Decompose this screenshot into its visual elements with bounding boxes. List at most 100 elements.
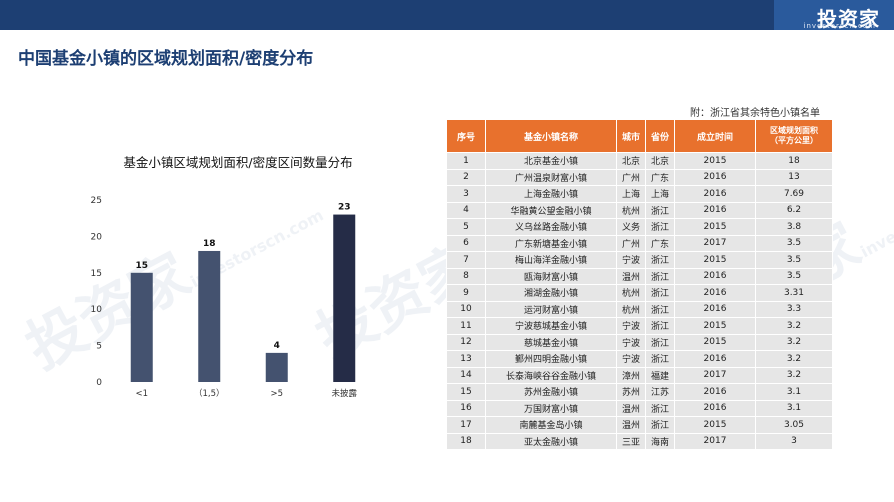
row-name: 北京基金小镇 xyxy=(485,152,617,170)
table-row: 14 长泰海峡谷谷金融小镇 漳州 福建 2017 3.2 xyxy=(446,366,833,384)
bar xyxy=(130,272,153,382)
row-founded: 2016 xyxy=(674,350,756,368)
row-index: 3 xyxy=(446,185,486,203)
row-founded: 2017 xyxy=(674,432,756,450)
row-founded: 2017 xyxy=(674,234,756,252)
row-name: 宁波慈城基金小镇 xyxy=(485,317,617,335)
row-area: 3.2 xyxy=(755,317,833,335)
table-row: 3 上海金融小镇 上海 上海 2016 7.69 xyxy=(446,185,833,203)
row-name: 梅山海洋金融小镇 xyxy=(485,251,617,269)
table-row: 9 湘湖金融小镇 杭州 浙江 2016 3.31 xyxy=(446,284,833,302)
bar xyxy=(265,352,288,382)
table-row: 11 宁波慈城基金小镇 宁波 浙江 2015 3.2 xyxy=(446,317,833,335)
bar xyxy=(333,214,356,382)
row-city: 宁波 xyxy=(616,350,646,368)
brand-logo-subtext: investorscn.com xyxy=(803,22,876,30)
row-city: 杭州 xyxy=(616,201,646,219)
row-city: 宁波 xyxy=(616,333,646,351)
row-city: 北京 xyxy=(616,152,646,170)
row-index: 12 xyxy=(446,333,486,351)
row-name: 南麓基金岛小镇 xyxy=(485,416,617,434)
row-area: 7.69 xyxy=(755,185,833,203)
row-area: 3.5 xyxy=(755,251,833,269)
table-row: 15 苏州金融小镇 苏州 江苏 2016 3.1 xyxy=(446,383,833,401)
row-province: 浙江 xyxy=(645,416,675,434)
row-index: 14 xyxy=(446,366,486,384)
row-area: 3.2 xyxy=(755,333,833,351)
table-row: 5 义乌丝路金融小镇 义务 浙江 2015 3.8 xyxy=(446,218,833,236)
table-row: 7 梅山海洋金融小镇 宁波 浙江 2015 3.5 xyxy=(446,251,833,269)
y-tick-label: 5 xyxy=(96,342,102,352)
row-name: 湘湖金融小镇 xyxy=(485,284,617,302)
table-row: 16 万国财富小镇 温州 浙江 2016 3.1 xyxy=(446,399,833,417)
banner-accent xyxy=(774,0,894,30)
bar-value-label: 18 xyxy=(203,239,216,249)
row-founded: 2015 xyxy=(674,333,756,351)
row-province: 浙江 xyxy=(645,317,675,335)
bar-value-label: 4 xyxy=(274,341,280,351)
row-city: 温州 xyxy=(616,267,646,285)
row-name: 瓯海财富小镇 xyxy=(485,267,617,285)
row-area: 3.1 xyxy=(755,399,833,417)
table-row: 18 亚太金融小镇 三亚 海南 2017 3 xyxy=(446,432,833,450)
row-city: 漳州 xyxy=(616,366,646,384)
row-province: 浙江 xyxy=(645,267,675,285)
row-city: 广州 xyxy=(616,168,646,186)
y-axis: 0 5 10 15 20 25 xyxy=(91,196,103,388)
row-city: 上海 xyxy=(616,185,646,203)
row-province: 浙江 xyxy=(645,350,675,368)
row-index: 4 xyxy=(446,201,486,219)
row-province: 浙江 xyxy=(645,201,675,219)
row-index: 11 xyxy=(446,317,486,335)
row-name: 长泰海峡谷谷金融小镇 xyxy=(485,366,617,384)
x-category-label: 未披露 xyxy=(331,388,357,399)
row-founded: 2016 xyxy=(674,383,756,401)
table-note: 附：浙江省其余特色小镇名单 xyxy=(690,108,820,119)
row-province: 浙江 xyxy=(645,218,675,236)
row-province: 浙江 xyxy=(645,284,675,302)
table-row: 17 南麓基金岛小镇 温州 浙江 2015 3.05 xyxy=(446,416,833,434)
bars-group: 15 18 4 23 xyxy=(130,203,356,382)
row-name: 苏州金融小镇 xyxy=(485,383,617,401)
row-area: 3.5 xyxy=(755,267,833,285)
row-city: 义务 xyxy=(616,218,646,236)
row-founded: 2016 xyxy=(674,399,756,417)
row-city: 广州 xyxy=(616,234,646,252)
table-row: 10 运河财富小镇 杭州 浙江 2016 3.3 xyxy=(446,300,833,318)
row-area: 3.1 xyxy=(755,383,833,401)
row-province: 浙江 xyxy=(645,300,675,318)
x-category-label: >5 xyxy=(270,389,283,399)
row-city: 三亚 xyxy=(616,432,646,450)
row-index: 7 xyxy=(446,251,486,269)
y-tick-label: 20 xyxy=(91,232,103,242)
header-founded: 成立时间 xyxy=(674,119,756,153)
row-area: 3.05 xyxy=(755,416,833,434)
y-tick-label: 10 xyxy=(91,305,103,315)
chart-title: 基金小镇区域规划面积/密度区间数量分布 xyxy=(123,155,353,170)
row-name: 万国财富小镇 xyxy=(485,399,617,417)
row-province: 上海 xyxy=(645,185,675,203)
row-founded: 2016 xyxy=(674,267,756,285)
bar-chart: 0 5 10 15 20 25 15 18 4 23 <1 （1,5） >5 未披露 xyxy=(91,196,358,399)
row-province: 浙江 xyxy=(645,251,675,269)
row-index: 9 xyxy=(446,284,486,302)
header-area: 区域规划面积 （平方公里） xyxy=(755,119,833,153)
row-area: 18 xyxy=(755,152,833,170)
row-province: 广东 xyxy=(645,168,675,186)
bar xyxy=(198,250,221,382)
table-row: 13 鄞州四明金融小镇 宁波 浙江 2016 3.2 xyxy=(446,350,833,368)
row-area: 6.2 xyxy=(755,201,833,219)
row-area: 3.2 xyxy=(755,350,833,368)
row-name: 义乌丝路金融小镇 xyxy=(485,218,617,236)
table-row: 8 瓯海财富小镇 温州 浙江 2016 3.5 xyxy=(446,267,833,285)
row-province: 广东 xyxy=(645,234,675,252)
row-province: 浙江 xyxy=(645,399,675,417)
row-area: 3.5 xyxy=(755,234,833,252)
y-tick-label: 15 xyxy=(91,269,102,279)
row-name: 上海金融小镇 xyxy=(485,185,617,203)
row-province: 福建 xyxy=(645,366,675,384)
table-row: 12 慈城基金小镇 宁波 浙江 2015 3.2 xyxy=(446,333,833,351)
table-row: 4 华融黄公望金融小镇 杭州 浙江 2016 6.2 xyxy=(446,201,833,219)
row-city: 杭州 xyxy=(616,300,646,318)
top-banner: 投资家 investorscn.com xyxy=(0,0,894,31)
